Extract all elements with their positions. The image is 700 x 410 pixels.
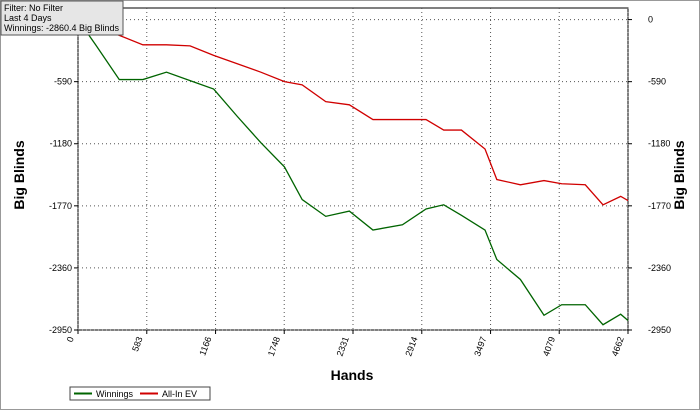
y-tick-label: -2360 (49, 263, 72, 273)
y-axis-title: Big Blinds (11, 140, 27, 209)
y-tick-label: -1180 (50, 139, 72, 149)
y2-axis-title: Big Blinds (671, 140, 687, 209)
y2-tick-label: -2360 (648, 263, 671, 273)
y-tick-label: -590 (54, 77, 72, 87)
x-tick-label: 0 (65, 335, 76, 343)
y2-tick-label: -1770 (648, 201, 671, 211)
info-text: Winnings: -2860.4 Big Blinds (4, 23, 120, 33)
y2-tick-label: -2950 (648, 325, 671, 335)
legend-label: All-In EV (162, 389, 197, 399)
series-line (77, 19, 629, 326)
y2-tick-label: 0 (648, 15, 653, 25)
x-tick-label: 583 (130, 335, 145, 353)
y-tick-label: -2950 (49, 325, 72, 335)
y-tick-label: -1770 (49, 201, 72, 211)
y2-tick-label: -590 (648, 77, 666, 87)
series-line (77, 18, 629, 206)
legend: Winnings All-In EV (69, 386, 211, 401)
x-axis-title: Hands (331, 367, 374, 383)
legend-label: Winnings (96, 389, 134, 399)
y2-tick-label: -1180 (648, 139, 670, 149)
info-text: Filter: No Filter (4, 3, 63, 13)
info-text: Last 4 Days (4, 13, 52, 23)
info-box-bg (0, 0, 124, 36)
